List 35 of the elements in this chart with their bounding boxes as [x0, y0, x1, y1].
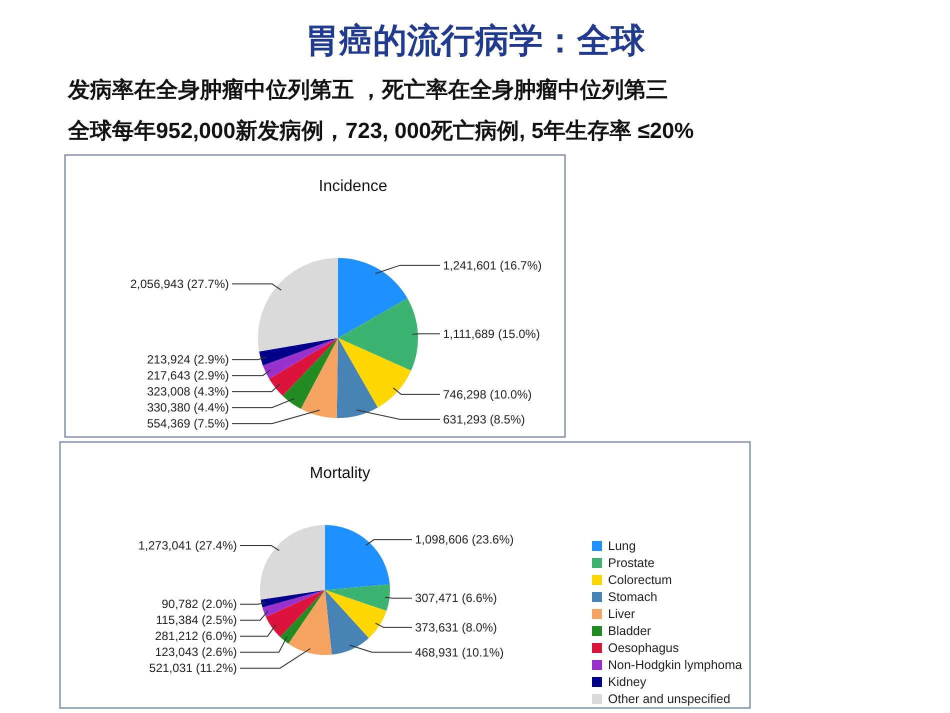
data-label: 1,273,041 (27.4%) [138, 538, 237, 552]
legend-label: Prostate [608, 556, 655, 570]
data-label: 468,931 (10.1%) [415, 645, 504, 660]
data-label: 90,782 (2.0%) [162, 597, 237, 612]
legend-label: Oesophagus [608, 641, 679, 655]
data-label: 1,241,601 (16.7%) [443, 258, 542, 272]
data-label: 373,631 (8.0%) [415, 620, 498, 634]
data-label: 323,008 (4.3%) [146, 384, 229, 399]
legend-label: Liver [608, 607, 636, 621]
legend-label: Kidney [608, 675, 647, 689]
data-label: 1,111,689 (15.0%) [443, 326, 540, 341]
legend-label: Non-Hodgkin lymphoma [608, 658, 742, 672]
chart-title: Incidence [318, 178, 388, 195]
data-label: 115,384 (2.5%) [156, 613, 237, 628]
legend-label: Lung [608, 539, 636, 553]
legend-label: Colorectum [608, 573, 672, 587]
chart-title: Mortality [310, 465, 370, 482]
data-label: 330,380 (4.4%) [146, 400, 229, 415]
legend-label: Stomach [608, 590, 658, 604]
data-label: 554,369 (7.5%) [146, 416, 229, 431]
data-label: 746,298 (10.0%) [443, 387, 532, 402]
legend-label: Bladder [608, 624, 652, 638]
data-label: 521,031 (11.2%) [149, 661, 237, 676]
data-label: 123,043 (2.6%) [154, 645, 237, 660]
data-label: 1,098,606 (23.6%) [415, 532, 514, 547]
data-label: 217,643 (2.9%) [146, 368, 229, 383]
text: 发病率在全身肿瘤中位列第五 ，死亡率在全身肿瘤中位列第三 [67, 77, 668, 102]
data-label: 281,212 (6.0%) [154, 629, 237, 644]
data-label: 307,471 (6.6%) [415, 591, 498, 606]
text: 胃癌的流行病学：全球 [305, 22, 646, 60]
text: 全球每年952,000新发病例，723, 000死亡病例, 5年生存率 ≤20% [67, 118, 694, 143]
data-label: 213,924 (2.9%) [146, 352, 229, 367]
legend-label: Other and unspecified [608, 692, 730, 706]
data-label: 2,056,943 (27.7%) [130, 276, 229, 291]
data-label: 631,293 (8.5%) [443, 412, 526, 426]
